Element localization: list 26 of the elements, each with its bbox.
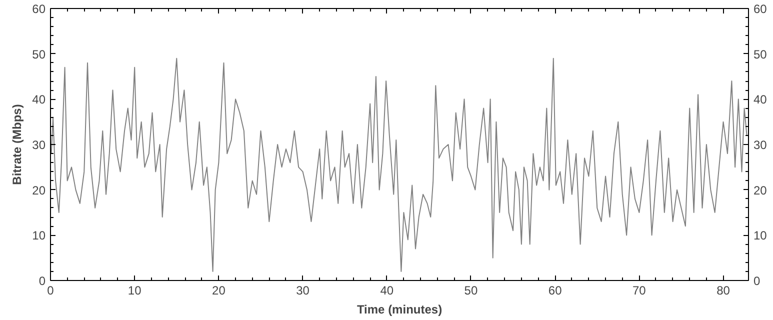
x-tick-label: 30 (296, 284, 310, 298)
y-tick-label: 40 (32, 92, 46, 107)
x-tick-label: 0 (47, 284, 54, 298)
y-tick-label: 20 (32, 183, 46, 198)
y-tick-label: 50 (32, 47, 46, 62)
x-tick-label: 20 (212, 284, 226, 298)
y-axis-title: Bitrate (Mbps) (10, 104, 24, 185)
y-tick-label: 10 (32, 228, 46, 243)
y2-tick-label: 40 (754, 92, 768, 107)
x-axis-title: Time (minutes) (356, 302, 442, 316)
y2-tick-label: 50 (754, 47, 768, 62)
y-tick-label: 60 (32, 2, 46, 16)
x-tick-label: 80 (716, 284, 730, 298)
y2-tick-label: 60 (754, 2, 768, 16)
y-tick-label: 0 (38, 274, 46, 288)
y2-tick-label: 10 (754, 228, 768, 243)
x-tick-label: 60 (548, 284, 562, 298)
x-tick-label: 70 (632, 284, 646, 298)
y2-tick-label: 30 (754, 138, 768, 152)
x-tick-label: 10 (128, 284, 142, 298)
x-tick-label: 40 (380, 284, 394, 298)
x-tick-label: 50 (464, 284, 478, 298)
line-series (50, 58, 748, 272)
y2-tick-label: 20 (754, 183, 768, 198)
y-tick-label: 30 (32, 138, 46, 152)
y2-tick-label: 0 (754, 274, 760, 288)
